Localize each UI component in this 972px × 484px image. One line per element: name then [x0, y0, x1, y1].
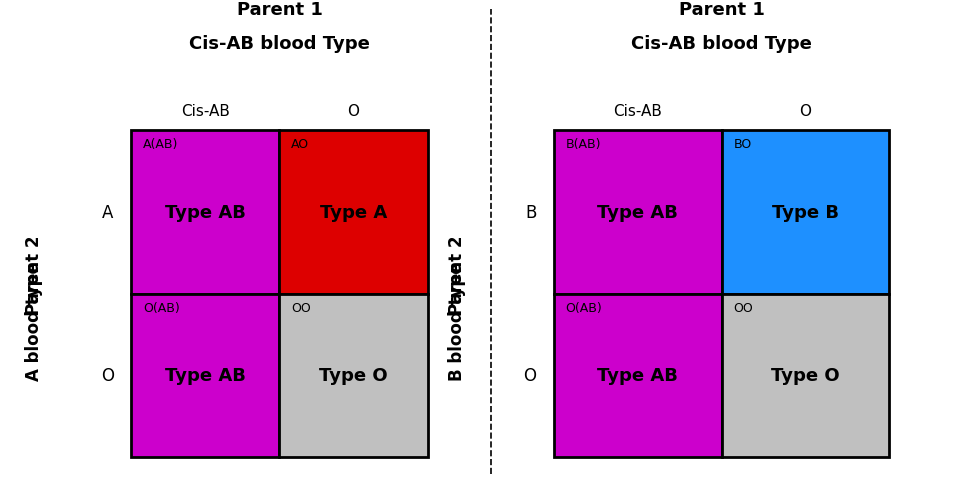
- Text: Cis-AB blood Type: Cis-AB blood Type: [631, 35, 813, 53]
- Text: Parent 2: Parent 2: [448, 235, 466, 314]
- Text: OO: OO: [292, 301, 311, 314]
- Text: Type AB: Type AB: [165, 367, 246, 385]
- Text: Parent 1: Parent 1: [678, 1, 765, 19]
- Text: O(AB): O(AB): [143, 301, 180, 314]
- Text: BO: BO: [733, 138, 751, 151]
- Bar: [280, 294, 428, 457]
- Bar: [721, 131, 889, 294]
- Text: AO: AO: [292, 138, 309, 151]
- Bar: [554, 294, 721, 457]
- Text: O: O: [348, 104, 360, 119]
- Text: Parent 2: Parent 2: [25, 235, 43, 314]
- Text: Type O: Type O: [319, 367, 388, 385]
- Text: Type AB: Type AB: [598, 367, 678, 385]
- Text: O: O: [524, 367, 537, 385]
- Text: Parent 1: Parent 1: [236, 1, 323, 19]
- Text: B(AB): B(AB): [566, 138, 602, 151]
- Text: B: B: [525, 203, 537, 221]
- Text: B blood type: B blood type: [448, 261, 466, 380]
- Bar: [131, 131, 280, 294]
- Text: Type B: Type B: [772, 203, 839, 221]
- Text: Cis-AB: Cis-AB: [181, 104, 229, 119]
- Text: Type AB: Type AB: [598, 203, 678, 221]
- Bar: [721, 294, 889, 457]
- Text: O(AB): O(AB): [566, 301, 603, 314]
- Text: Cis-AB: Cis-AB: [613, 104, 662, 119]
- Text: A(AB): A(AB): [143, 138, 178, 151]
- Text: O: O: [101, 367, 114, 385]
- Text: Type A: Type A: [320, 203, 387, 221]
- Bar: [280, 131, 428, 294]
- Text: OO: OO: [733, 301, 753, 314]
- Text: A: A: [102, 203, 114, 221]
- Text: A blood type: A blood type: [25, 261, 43, 380]
- Bar: [554, 131, 721, 294]
- Text: Type O: Type O: [771, 367, 840, 385]
- Text: Cis-AB blood Type: Cis-AB blood Type: [189, 35, 370, 53]
- Text: O: O: [800, 104, 812, 119]
- Bar: [131, 294, 280, 457]
- Text: Type AB: Type AB: [165, 203, 246, 221]
